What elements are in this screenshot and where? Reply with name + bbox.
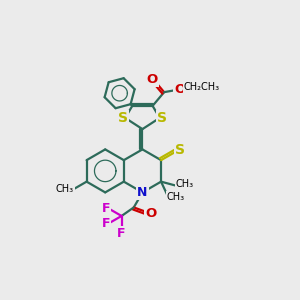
Text: S: S: [157, 111, 167, 125]
Text: F: F: [102, 202, 110, 215]
Text: CH₂CH₃: CH₂CH₃: [184, 82, 220, 92]
Text: N: N: [137, 186, 148, 199]
Text: O: O: [174, 83, 185, 96]
Text: S: S: [175, 143, 185, 158]
Text: O: O: [145, 207, 156, 220]
Text: CH₃: CH₃: [56, 184, 74, 194]
Text: F: F: [102, 217, 110, 230]
Text: O: O: [146, 73, 158, 85]
Text: CH₃: CH₃: [167, 192, 185, 202]
Text: CH₃: CH₃: [176, 179, 194, 190]
Text: S: S: [118, 111, 128, 125]
Text: F: F: [116, 227, 125, 240]
